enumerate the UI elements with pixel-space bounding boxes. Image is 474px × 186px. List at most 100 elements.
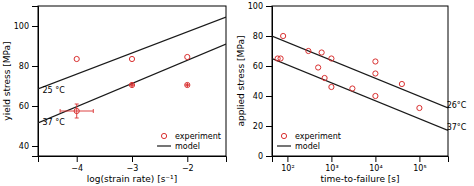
tick: 80 <box>19 62 38 71</box>
legend-entry: model <box>277 142 320 151</box>
tick-mark <box>32 66 38 67</box>
tick-label: 0 <box>258 152 263 161</box>
legend-entry: experiment <box>281 132 341 141</box>
legend-symbol <box>157 145 171 146</box>
point <box>74 56 79 61</box>
tick-label: −2 <box>182 164 194 173</box>
tick-mark <box>77 156 78 162</box>
tick-label: 100 <box>14 22 29 31</box>
tick-mark <box>32 106 38 107</box>
point <box>278 56 283 61</box>
plot-area <box>38 17 226 123</box>
series <box>316 50 422 111</box>
tick-mark <box>266 36 272 37</box>
point <box>399 81 404 86</box>
tick: 40 <box>19 142 38 151</box>
tick-mark <box>266 126 272 127</box>
tick-label: 60 <box>253 62 263 71</box>
tick: −4 <box>71 156 83 173</box>
series <box>38 17 226 89</box>
point <box>129 82 134 87</box>
plot-area <box>272 33 448 130</box>
tick-mark <box>132 156 133 162</box>
series <box>60 82 190 118</box>
series <box>275 33 378 80</box>
tick-label: 80 <box>253 32 263 41</box>
point <box>373 59 378 64</box>
legend-symbol <box>161 133 166 138</box>
error-bar <box>132 83 133 87</box>
point <box>329 56 334 61</box>
series <box>74 54 190 61</box>
point <box>74 108 79 113</box>
legend-label: model <box>295 142 320 151</box>
axis: 40 60 80 100 <box>14 7 39 157</box>
tick-mark <box>32 146 38 147</box>
tick: 100 <box>248 2 272 11</box>
point <box>185 54 190 59</box>
legend-label: experiment <box>295 132 341 141</box>
tick-label: 40 <box>19 142 29 151</box>
y-axis-title: yield stress [MPa] <box>2 41 12 120</box>
x-axis-title: time-to-failure [s] <box>320 174 399 184</box>
tick-label: −4 <box>71 164 83 173</box>
tick-label: 100 <box>248 2 263 11</box>
tick-mark <box>266 156 272 157</box>
axis: −4 −3 −2 <box>39 156 227 173</box>
axis: 10²10³10⁴10⁵ <box>273 156 449 173</box>
error-bar <box>60 109 93 113</box>
plot-frame <box>272 6 448 156</box>
legend: experimentmodel <box>157 132 221 151</box>
line <box>272 59 448 131</box>
panel: −4 −3 −2 40 60 80 100 log(strain rate) [s⁻¹] yie… <box>2 6 227 184</box>
point <box>129 56 134 61</box>
tick-label: 20 <box>253 122 263 131</box>
tick: 10⁴ <box>369 156 382 173</box>
tick-label: 10⁴ <box>369 164 382 173</box>
panel: 10²10³10⁴10⁵020406080100time-to-failure … <box>236 2 467 184</box>
tick-mark <box>266 96 272 97</box>
point <box>329 84 334 89</box>
line <box>38 17 226 89</box>
tick-mark <box>419 156 420 162</box>
tick: 40 <box>253 92 272 101</box>
series <box>272 36 448 108</box>
tick-mark <box>266 66 272 67</box>
x-axis-title: log(strain rate) [s⁻¹] <box>87 174 177 184</box>
tick: 10³ <box>325 156 338 173</box>
axis-line <box>39 157 227 163</box>
tick: 20 <box>253 122 272 131</box>
tick-label: 10² <box>281 164 294 173</box>
point <box>306 48 311 53</box>
tick: −3 <box>127 156 139 173</box>
legend-label: model <box>175 142 200 151</box>
tick: 0 <box>258 152 272 161</box>
point <box>319 50 324 55</box>
tick-mark <box>32 26 38 27</box>
tick: 10² <box>281 156 294 173</box>
tick: 100 <box>14 22 38 31</box>
point <box>281 33 286 38</box>
legend: experimentmodel <box>277 132 341 151</box>
line <box>38 44 226 123</box>
line <box>272 36 448 108</box>
point <box>185 82 190 87</box>
tick-mark <box>187 156 188 162</box>
point <box>373 93 378 98</box>
series <box>272 59 448 131</box>
point <box>417 105 422 110</box>
tick-mark <box>375 156 376 162</box>
tick-label: 60 <box>19 102 29 111</box>
point <box>322 75 327 80</box>
point <box>373 71 378 76</box>
tick: 80 <box>253 32 272 41</box>
point <box>316 65 321 70</box>
legend-symbol <box>277 145 291 146</box>
axis: 0 20 40 60 80 100 <box>248 2 273 161</box>
tick-mark <box>266 6 272 7</box>
annotation: 25 °C <box>42 86 65 95</box>
legend-symbol <box>281 133 286 138</box>
chart-svg: −4 −3 −2 40 60 80 100 log(strain rate) [s⁻¹] yie… <box>0 0 474 186</box>
point <box>350 86 355 91</box>
y-axis-title: applied stress [MPa] <box>236 36 246 127</box>
